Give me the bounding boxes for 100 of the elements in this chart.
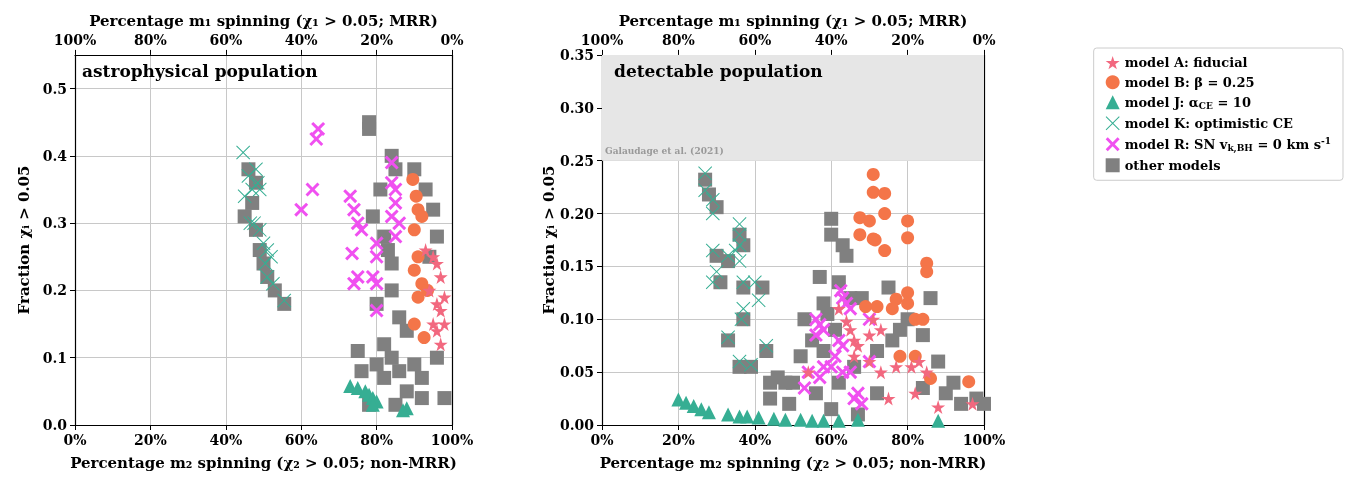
y-tick-label: 0.10: [559, 311, 595, 328]
point: [862, 328, 877, 343]
point: [369, 236, 384, 251]
point: [698, 166, 713, 181]
point: [931, 354, 946, 369]
x2-tick-label: 20%: [891, 31, 924, 48]
point: [870, 386, 885, 401]
point: [831, 413, 846, 428]
point: [751, 293, 766, 308]
x-tick-label: 40%: [209, 432, 243, 448]
x2-tick-label: 80%: [662, 31, 695, 48]
point: [893, 349, 907, 363]
point: [751, 410, 766, 425]
point: [866, 167, 880, 181]
point: [395, 403, 410, 418]
point: [901, 214, 915, 228]
point: [354, 222, 369, 237]
point: [843, 322, 858, 337]
point: [831, 375, 846, 390]
y-tick-label: 0.25: [559, 152, 594, 169]
x2-tick-label: 80%: [134, 31, 167, 48]
point: [414, 391, 429, 406]
point: [885, 302, 899, 316]
point: [309, 132, 324, 147]
point: [778, 375, 793, 390]
point: [808, 328, 823, 343]
point: [426, 249, 441, 264]
x-tick-label: 100%: [962, 432, 1006, 448]
point: [406, 172, 420, 186]
point: [392, 216, 407, 231]
point: [294, 202, 309, 217]
point: [409, 189, 423, 203]
point: [793, 349, 808, 364]
point: [362, 121, 377, 136]
point: [866, 185, 880, 199]
point: [418, 182, 433, 197]
point: [763, 375, 778, 390]
point: [399, 384, 414, 399]
y-tick-label: 0.20: [559, 205, 595, 222]
point: [878, 207, 892, 221]
point: [388, 195, 403, 210]
point: [901, 286, 915, 300]
point: [816, 296, 831, 311]
x-tick-label: 100%: [430, 432, 474, 448]
point: [824, 402, 839, 417]
point: [782, 396, 797, 411]
x-axis-title: Percentage m₂ spinning (χ₂ > 0.05; non-MRR): [599, 453, 987, 472]
point: [920, 265, 934, 279]
point: [808, 386, 823, 401]
point: [705, 275, 720, 290]
point: [732, 217, 747, 232]
point: [747, 275, 762, 290]
x2-tick-label: 0%: [972, 31, 996, 48]
point: [870, 343, 885, 358]
point: [954, 396, 969, 411]
x2-tick-label: 60%: [209, 31, 243, 48]
y-tick-label: 0.1: [42, 349, 67, 366]
point: [862, 214, 876, 228]
point: [850, 338, 865, 353]
point: [369, 249, 384, 264]
point: [705, 192, 720, 207]
x2-tick-label: 40%: [284, 31, 318, 48]
point: [870, 300, 884, 314]
x-tick-label: 80%: [360, 432, 393, 448]
point: [241, 169, 256, 184]
y-axis-title: Fraction χᵢ > 0.05: [14, 165, 33, 315]
point: [437, 317, 452, 332]
point: [824, 211, 839, 226]
point: [881, 391, 896, 406]
point: [384, 350, 399, 365]
x2-tick-label: 100%: [53, 31, 97, 48]
point: [429, 256, 444, 271]
point: [429, 323, 444, 338]
point: [388, 397, 403, 412]
y-tick-label: 0.0: [42, 417, 68, 433]
point: [384, 283, 399, 298]
x-axis-title: Percentage m₂ spinning (χ₂ > 0.05; non-MRR): [70, 453, 457, 472]
point: [417, 331, 431, 345]
point: [415, 209, 429, 223]
point: [377, 337, 392, 352]
point: [766, 411, 781, 426]
point: [414, 370, 429, 385]
point: [377, 370, 392, 385]
point: [824, 227, 839, 242]
point: [380, 243, 395, 258]
point: [373, 182, 388, 197]
point: [908, 386, 923, 401]
point: [426, 317, 441, 332]
point: [343, 189, 358, 204]
x-tick-label: 60%: [284, 432, 318, 448]
point: [778, 412, 793, 427]
x2-tick-label: 100%: [580, 31, 624, 48]
point: [305, 182, 320, 197]
point: [236, 145, 251, 160]
point: [369, 303, 384, 318]
x-tick-label: 80%: [891, 432, 924, 448]
x2-axis-title: Percentage m₁ spinning (χ₁ > 0.05; MRR): [89, 11, 438, 30]
point: [411, 290, 425, 304]
y-tick-label: 0.05: [559, 364, 594, 381]
point: [977, 396, 991, 411]
